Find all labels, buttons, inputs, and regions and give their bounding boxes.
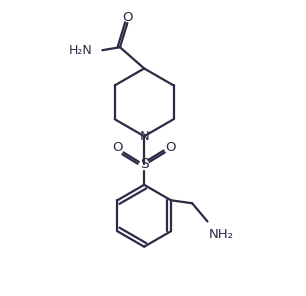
Text: O: O [112,141,123,154]
Text: H₂N: H₂N [69,44,93,57]
Text: S: S [140,157,148,171]
Text: NH₂: NH₂ [209,228,234,241]
Text: O: O [122,11,132,24]
Text: N: N [139,130,149,143]
Text: O: O [166,141,176,154]
